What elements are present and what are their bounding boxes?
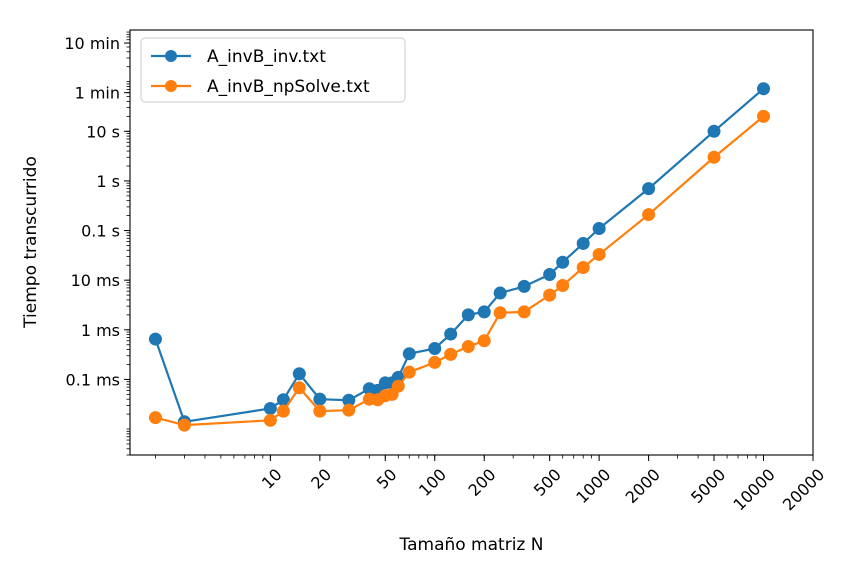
x-tick-label: 10 — [258, 465, 286, 493]
data-point — [707, 124, 721, 138]
data-point — [402, 365, 416, 379]
data-point — [757, 82, 771, 96]
y-axis-label: Tiempo transcurrido — [21, 156, 41, 329]
data-point — [517, 279, 531, 293]
data-point — [556, 255, 570, 269]
data-point — [313, 404, 327, 418]
legend: A_invB_inv.txt A_invB_npSolve.txt — [140, 37, 406, 103]
series-1 — [148, 109, 771, 432]
data-point — [543, 288, 557, 302]
x-tick-label: 2000 — [622, 465, 664, 507]
data-point — [576, 261, 590, 275]
x-tick-label: 20 — [307, 465, 335, 493]
data-point — [263, 401, 277, 415]
y-tick-label: 1 ms — [81, 321, 120, 340]
data-point — [477, 305, 491, 319]
data-point — [642, 208, 656, 222]
x-tick-label: 5000 — [687, 465, 729, 507]
x-tick-label: 500 — [530, 465, 565, 500]
series-layer — [148, 82, 771, 432]
data-point — [477, 334, 491, 348]
x-tick-label: 10000 — [729, 465, 778, 514]
data-point — [493, 286, 507, 300]
data-point — [461, 308, 475, 322]
y-tick-label: 0.1 s — [81, 222, 120, 241]
data-point — [276, 404, 290, 418]
data-point — [148, 411, 162, 425]
y-tick-label: 10 s — [86, 122, 120, 141]
x-tick-label: 50 — [373, 465, 401, 493]
legend-label: A_invB_inv.txt — [207, 47, 326, 67]
data-point — [556, 279, 570, 293]
data-point — [707, 150, 721, 164]
x-tick-label: 200 — [465, 465, 500, 500]
y-tick-label: 10 ms — [71, 271, 120, 290]
series-0 — [148, 82, 771, 429]
legend-label: A_invB_npSolve.txt — [207, 77, 370, 97]
data-point — [263, 413, 277, 427]
data-point — [592, 247, 606, 261]
data-point — [444, 327, 458, 341]
data-point — [493, 306, 507, 320]
data-point — [592, 221, 606, 235]
data-point — [642, 182, 656, 196]
legend-marker — [165, 50, 177, 62]
y-tick-label: 1 min — [75, 84, 120, 103]
data-point — [428, 341, 442, 355]
y-tick-label: 1 s — [96, 172, 120, 191]
legend-marker — [165, 80, 177, 92]
legend-box — [140, 37, 406, 103]
data-point — [292, 367, 306, 381]
data-point — [177, 418, 191, 432]
data-point — [292, 381, 306, 395]
data-point — [576, 236, 590, 250]
data-point — [543, 268, 557, 282]
x-tick-label: 1000 — [572, 465, 614, 507]
y-tick-label: 10 min — [64, 34, 120, 53]
data-point — [342, 403, 356, 417]
data-point — [444, 347, 458, 361]
plot-frame — [129, 29, 814, 456]
data-point — [313, 392, 327, 406]
y-tick-label: 0.1 ms — [66, 370, 120, 389]
x-tick-label: 20000 — [779, 465, 828, 514]
data-point — [757, 109, 771, 123]
data-point — [428, 355, 442, 369]
x-axis-label: Tamaño matriz N — [399, 535, 544, 555]
data-point — [148, 332, 162, 346]
data-point — [517, 305, 531, 319]
data-point — [402, 347, 416, 361]
data-point — [391, 379, 405, 393]
x-tick-label: 100 — [415, 465, 450, 500]
data-point — [461, 340, 475, 354]
